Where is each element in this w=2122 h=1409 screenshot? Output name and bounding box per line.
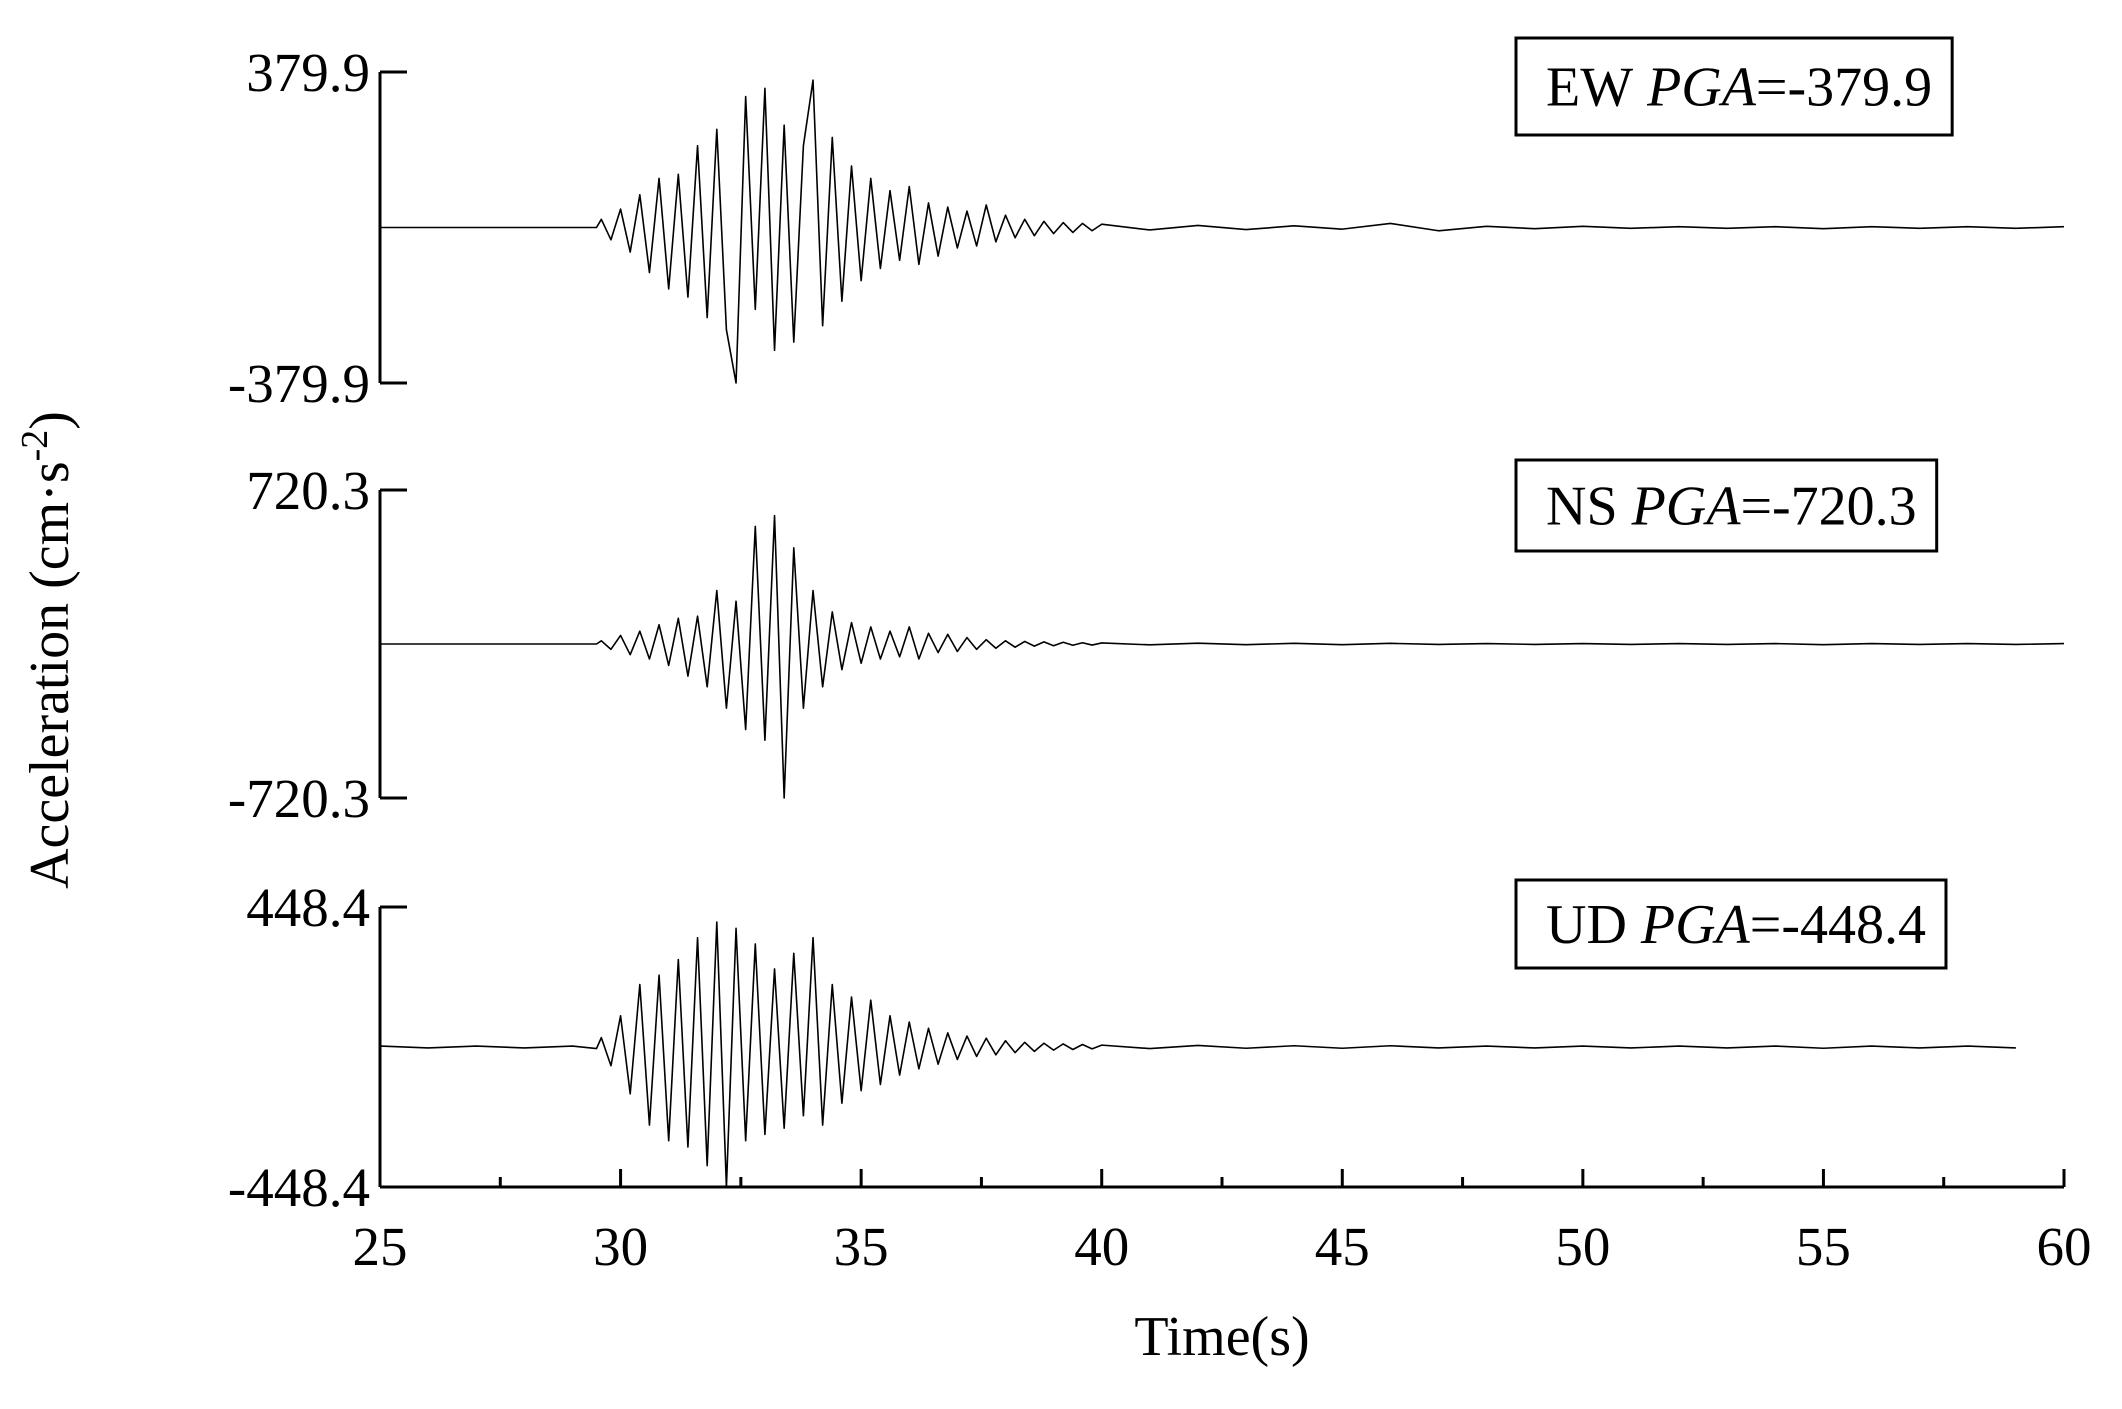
annotation-symbol: PGA bbox=[1640, 894, 1751, 956]
y-tick-label: -379.9 bbox=[228, 353, 370, 414]
y-tick-label: 448.4 bbox=[246, 877, 370, 938]
x-tick-label: 60 bbox=[2037, 1216, 2092, 1277]
annotation-box bbox=[1514, 36, 1954, 137]
annotation-component: UD bbox=[1546, 894, 1627, 956]
waveform bbox=[379, 921, 2016, 1188]
x-tick-label: 40 bbox=[1074, 1216, 1129, 1277]
y-axis-title-superscript: -2 bbox=[14, 430, 56, 462]
waveform bbox=[380, 79, 2065, 384]
x-tick-label: 30 bbox=[593, 1216, 648, 1277]
annotation-value: =-448.4 bbox=[1750, 894, 1926, 956]
annotation-component: NS bbox=[1546, 476, 1618, 538]
waveform bbox=[380, 514, 2065, 799]
annotation: EW PGA=-379.9 bbox=[1514, 36, 1954, 137]
x-axis-title: Time(s) bbox=[1134, 1306, 1309, 1368]
annotation-text: UD PGA=-448.4 bbox=[1546, 894, 1926, 956]
annotation-component: EW bbox=[1546, 57, 1633, 119]
y-tick-label: 720.3 bbox=[246, 460, 370, 521]
annotation-text: EW PGA=-379.9 bbox=[1546, 57, 1932, 119]
x-tick-label: 35 bbox=[834, 1216, 889, 1277]
annotation: NS PGA=-720.3 bbox=[1514, 458, 1939, 553]
annotation-value: =-720.3 bbox=[1740, 476, 1916, 538]
y-tick-label: -720.3 bbox=[228, 768, 370, 829]
y-axis-title: Acceleration (cm·s-2) bbox=[14, 411, 81, 889]
annotation-symbol: PGA bbox=[1646, 57, 1757, 119]
y-axis-title-text: Acceleration (cm·s bbox=[19, 461, 81, 889]
annotation-box bbox=[1514, 458, 1939, 553]
annotation-text: NS PGA=-720.3 bbox=[1546, 476, 1917, 538]
annotation-box bbox=[1514, 878, 1948, 970]
annotation-symbol: PGA bbox=[1631, 476, 1742, 538]
x-tick-label: 55 bbox=[1796, 1216, 1851, 1277]
annotation: UD PGA=-448.4 bbox=[1514, 878, 1948, 970]
x-tick-label: 50 bbox=[1555, 1216, 1610, 1277]
y-tick-label: 379.9 bbox=[246, 42, 370, 103]
y-axis-title-close: ) bbox=[19, 411, 81, 430]
y-tick-label: -448.4 bbox=[228, 1157, 370, 1218]
x-tick-label: 25 bbox=[353, 1216, 408, 1277]
annotation-value: =-379.9 bbox=[1756, 57, 1932, 119]
x-tick-label: 45 bbox=[1315, 1216, 1370, 1277]
